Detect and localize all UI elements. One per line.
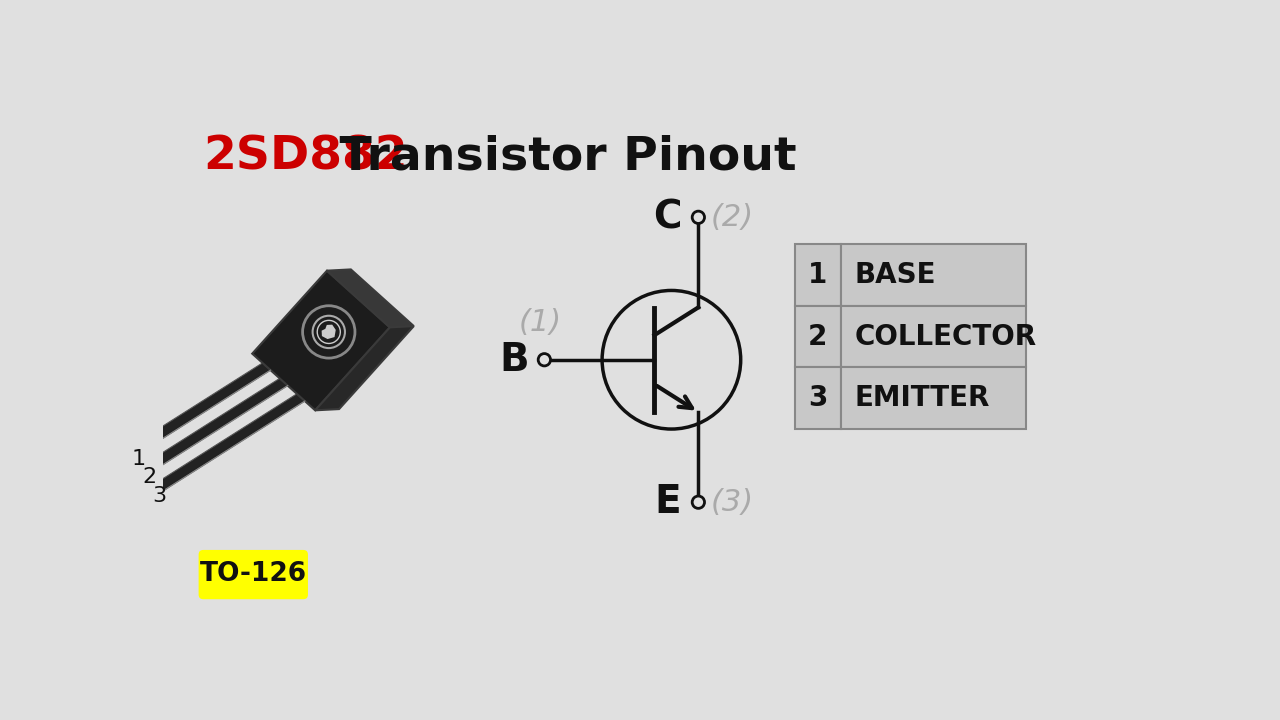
Polygon shape <box>321 325 335 339</box>
Text: TO-126: TO-126 <box>200 561 307 587</box>
Text: 2: 2 <box>143 467 157 487</box>
Text: C: C <box>653 198 681 236</box>
Bar <box>841 367 1025 429</box>
Ellipse shape <box>692 211 704 223</box>
Text: (2): (2) <box>710 203 754 232</box>
Text: COLLECTOR: COLLECTOR <box>855 323 1037 351</box>
Ellipse shape <box>692 496 704 508</box>
Text: BASE: BASE <box>855 261 936 289</box>
Text: 1: 1 <box>132 449 146 469</box>
FancyBboxPatch shape <box>198 550 308 599</box>
Ellipse shape <box>312 316 344 348</box>
Text: 3: 3 <box>808 384 827 413</box>
Text: E: E <box>655 483 681 521</box>
Polygon shape <box>315 326 413 410</box>
Text: B: B <box>499 341 529 379</box>
Text: 2SD882: 2SD882 <box>204 134 408 179</box>
Bar <box>795 306 841 367</box>
Text: Transistor Pinout: Transistor Pinout <box>324 134 797 179</box>
Bar <box>795 244 841 306</box>
Polygon shape <box>108 363 270 469</box>
Polygon shape <box>252 271 390 410</box>
Polygon shape <box>142 394 305 500</box>
Text: EMITTER: EMITTER <box>855 384 989 413</box>
Bar <box>841 306 1025 367</box>
Polygon shape <box>326 269 413 328</box>
Text: (3): (3) <box>710 487 754 517</box>
Ellipse shape <box>538 354 550 366</box>
Bar <box>841 244 1025 306</box>
Text: 1: 1 <box>808 261 827 289</box>
Text: 3: 3 <box>152 486 166 506</box>
Text: (1): (1) <box>518 308 562 337</box>
Polygon shape <box>124 379 288 484</box>
Bar <box>795 367 841 429</box>
Text: 2: 2 <box>808 323 827 351</box>
